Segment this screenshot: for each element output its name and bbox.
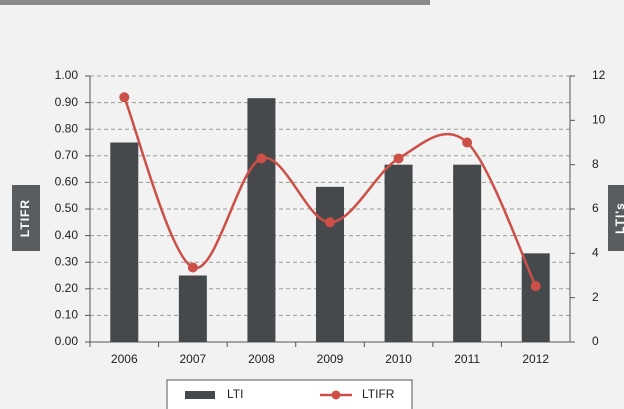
y2-tick-label: 8: [592, 157, 599, 171]
y-tick-label: 0.80: [55, 121, 79, 135]
x-tick-label: 2009: [317, 352, 344, 366]
y2-tick-label: 12: [592, 68, 606, 82]
y-tick-label: 0.50: [55, 201, 79, 215]
y-tick-label: 0.40: [55, 228, 79, 242]
y2-tick-label: 6: [592, 201, 599, 215]
y-tick-label: 0.60: [55, 175, 79, 189]
legend-label: LTI: [227, 387, 243, 401]
marker: [530, 281, 541, 292]
legend-label: LTIFR: [362, 387, 395, 401]
y2-tick-label: 2: [592, 290, 599, 304]
y2-label-box: [608, 185, 624, 251]
y-tick-label: 0.00: [55, 334, 79, 348]
y-label-box: [12, 185, 40, 251]
bar: [178, 275, 207, 342]
x-tick-label: 2008: [248, 352, 275, 366]
legend-swatch: [331, 390, 341, 400]
y-tick-label: 0.30: [55, 254, 79, 268]
bar: [110, 142, 139, 342]
y-tick-label: 0.20: [55, 281, 79, 295]
bar: [453, 164, 482, 342]
top-bar: [0, 0, 430, 5]
y2-axis-label: LTI's: [613, 202, 624, 234]
y2-tick-label: 4: [592, 246, 599, 260]
marker: [119, 92, 130, 103]
x-tick-label: 2006: [111, 352, 138, 366]
marker: [256, 153, 267, 164]
x-tick-label: 2011: [454, 352, 480, 366]
x-tick-label: 2012: [522, 352, 549, 366]
marker: [393, 153, 404, 164]
marker: [462, 137, 473, 148]
x-tick-label: 2007: [180, 352, 207, 366]
y-tick-label: 0.70: [55, 148, 79, 162]
y-tick-label: 0.90: [55, 95, 79, 109]
bar: [521, 253, 550, 342]
bar: [316, 186, 344, 342]
y2-tick-label: 10: [592, 113, 606, 127]
bar: [384, 164, 413, 342]
marker: [325, 217, 335, 228]
y-tick-label: 1.00: [55, 68, 79, 82]
bar: [247, 98, 276, 343]
x-tick-label: 2010: [385, 352, 412, 366]
y-tick-label: 0.10: [55, 308, 79, 322]
y-axis-label: LTIFR: [18, 199, 32, 237]
y2-tick-label: 0: [592, 334, 599, 348]
legend-swatch: [185, 391, 215, 399]
marker: [187, 262, 198, 273]
